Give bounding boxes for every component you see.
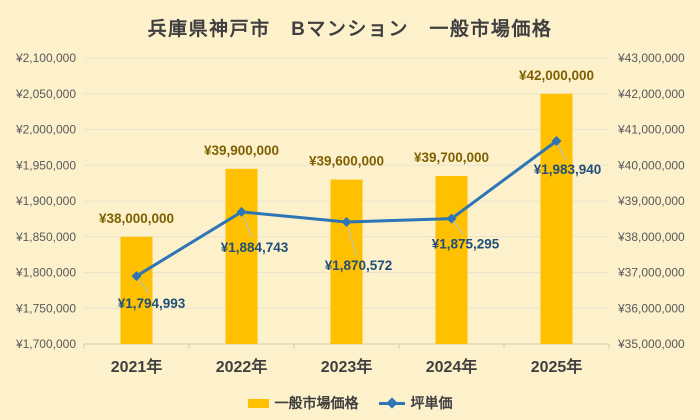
left-axis-tick-2: ¥2,000,000: [15, 123, 76, 137]
line-marker-1: [236, 206, 247, 217]
line-marker-0: [131, 271, 142, 282]
leader-line-2: [346, 221, 357, 257]
bar-2023年: [330, 179, 363, 344]
left-axis-tick-3: ¥1,950,000: [15, 158, 76, 172]
bar-2024年: [435, 175, 468, 344]
line-swatch-diamond: [385, 397, 398, 409]
right-axis-tick-8: ¥35,000,000: [617, 337, 685, 351]
right-axis-tick-5: ¥38,000,000: [617, 230, 685, 244]
left-axis-tick-5: ¥1,850,000: [15, 230, 76, 244]
line-label-1: ¥1,884,743: [221, 240, 289, 255]
line-marker-2: [341, 217, 352, 228]
legend: 一般市場価格 坪単価: [0, 393, 700, 413]
line-marker-3: [446, 213, 457, 224]
line-label-4: ¥1,983,940: [534, 162, 602, 177]
left-axis-tick-0: ¥2,100,000: [15, 51, 76, 65]
right-axis-tick-1: ¥42,000,000: [617, 87, 685, 101]
legend-label-tsubo-price: 坪単価: [410, 395, 453, 411]
legend-label-market-price: 一般市場価格: [274, 395, 359, 411]
x-category-label-3: 2024年: [426, 357, 478, 376]
right-axis-tick-7: ¥36,000,000: [617, 301, 685, 315]
right-axis-tick-6: ¥37,000,000: [617, 266, 685, 280]
bar-2022年: [225, 168, 258, 344]
left-axis-tick-1: ¥2,050,000: [15, 87, 76, 101]
left-axis-tick-7: ¥1,750,000: [15, 301, 76, 315]
bar-label-1: ¥39,900,000: [204, 143, 279, 158]
x-category-label-2: 2023年: [321, 357, 373, 376]
left-axis-tick-8: ¥1,700,000: [15, 337, 76, 351]
x-category-label-1: 2022年: [216, 357, 268, 376]
line-label-0: ¥1,794,993: [118, 296, 186, 311]
leader-line-1: [241, 211, 253, 239]
bar-2021年: [120, 236, 153, 344]
left-axis-tick-6: ¥1,800,000: [15, 266, 76, 280]
right-axis-tick-2: ¥41,000,000: [617, 123, 685, 137]
x-category-label-4: 2025年: [531, 357, 583, 376]
line-label-3: ¥1,875,295: [432, 237, 500, 252]
bar-swatch-icon: [247, 398, 269, 408]
right-axis-tick-4: ¥39,000,000: [617, 194, 685, 208]
leader-line-0: [136, 275, 150, 295]
chart-title: 兵庫県神戸市 Bマンション 一般市場価格: [147, 19, 553, 40]
bar-label-0: ¥38,000,000: [99, 211, 174, 226]
right-axis-tick-3: ¥40,000,000: [617, 158, 685, 172]
bar-label-4: ¥42,000,000: [519, 68, 594, 83]
legend-item-tsubo-price: 坪単価: [378, 393, 453, 413]
right-axis-tick-0: ¥43,000,000: [617, 51, 685, 65]
bar-2025年: [540, 93, 573, 344]
bar-label-2: ¥39,600,000: [309, 154, 384, 169]
bar-label-3: ¥39,700,000: [414, 150, 489, 165]
legend-item-market-price: 一般市場価格: [247, 393, 359, 413]
x-category-label-0: 2021年: [111, 357, 163, 376]
line-swatch-icon: [378, 397, 405, 409]
left-axis-tick-4: ¥1,900,000: [15, 194, 76, 208]
line-marker-4: [551, 135, 562, 146]
line-label-2: ¥1,870,572: [325, 258, 393, 273]
